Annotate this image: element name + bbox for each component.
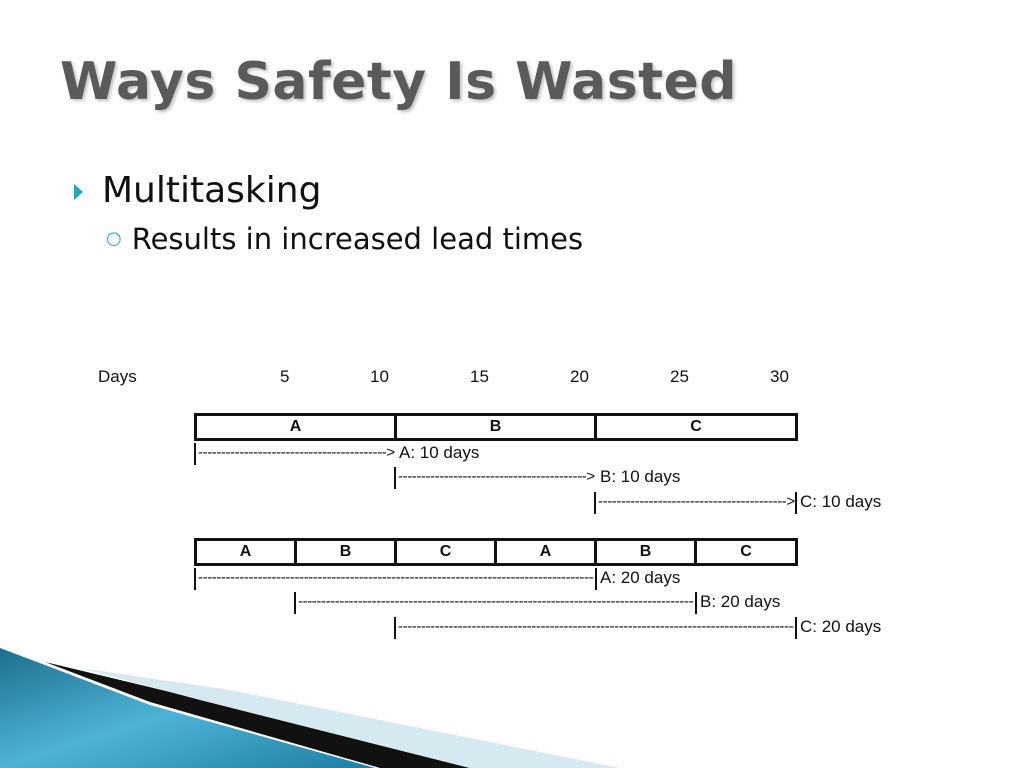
duration-line: ----------------------------------------… bbox=[298, 593, 694, 610]
duration-label: A: 20 days bbox=[600, 568, 681, 587]
task-segment: A bbox=[197, 416, 397, 438]
axis-tick-label: 25 bbox=[670, 367, 689, 386]
task-segment: A bbox=[197, 541, 297, 563]
start-tick bbox=[394, 617, 396, 639]
task-segment: C bbox=[690, 418, 702, 435]
end-tick bbox=[795, 492, 797, 514]
duration-label: C: 20 days bbox=[800, 617, 882, 636]
duration-arrow: ----------------------------------------… bbox=[198, 444, 395, 461]
bullet-text: Multitasking bbox=[102, 170, 322, 211]
bullet-level2: ○ Results in increased lead times bbox=[106, 222, 583, 256]
circle-bullet-icon: ○ bbox=[106, 228, 122, 249]
start-tick bbox=[594, 492, 596, 514]
axis-tick-label: 30 bbox=[770, 367, 789, 386]
task-segment: B bbox=[297, 541, 397, 563]
axis-label-days: Days bbox=[98, 367, 137, 386]
duration-label: C: 10 days bbox=[800, 492, 882, 511]
start-tick bbox=[394, 467, 396, 489]
task-segment: B bbox=[397, 416, 597, 438]
slide-title: Ways Safety Is Wasted bbox=[60, 52, 738, 112]
duration-label: B: 20 days bbox=[700, 592, 781, 611]
task-segment: C bbox=[397, 541, 497, 563]
end-tick bbox=[695, 592, 697, 614]
end-tick bbox=[795, 617, 797, 639]
axis-tick-label: 5 bbox=[280, 367, 290, 386]
start-tick bbox=[194, 443, 196, 465]
axis-tick-label: 20 bbox=[570, 367, 589, 386]
task-segment: A bbox=[497, 541, 597, 563]
duration-arrow: ----------------------------------------… bbox=[598, 493, 795, 510]
axis-tick-label: 15 bbox=[470, 367, 489, 386]
duration-line: ----------------------------------------… bbox=[198, 569, 594, 586]
axis-tick-label: 10 bbox=[370, 367, 389, 386]
sequential-schedule-bar: A B C bbox=[194, 413, 798, 441]
duration-label: A: 10 days bbox=[399, 443, 480, 462]
task-segment: B bbox=[597, 541, 697, 563]
duration-line: ----------------------------------------… bbox=[398, 618, 794, 635]
triangle-bullet-icon bbox=[74, 184, 83, 200]
multitasked-schedule-bar: A B C A B C bbox=[194, 538, 798, 566]
duration-label: B: 10 days bbox=[600, 467, 681, 486]
duration-arrow: ----------------------------------------… bbox=[398, 468, 595, 485]
bullet-text: Results in increased lead times bbox=[131, 222, 584, 256]
task-segment: C bbox=[740, 543, 752, 560]
start-tick bbox=[194, 568, 196, 590]
end-tick bbox=[595, 568, 597, 590]
start-tick bbox=[294, 592, 296, 614]
